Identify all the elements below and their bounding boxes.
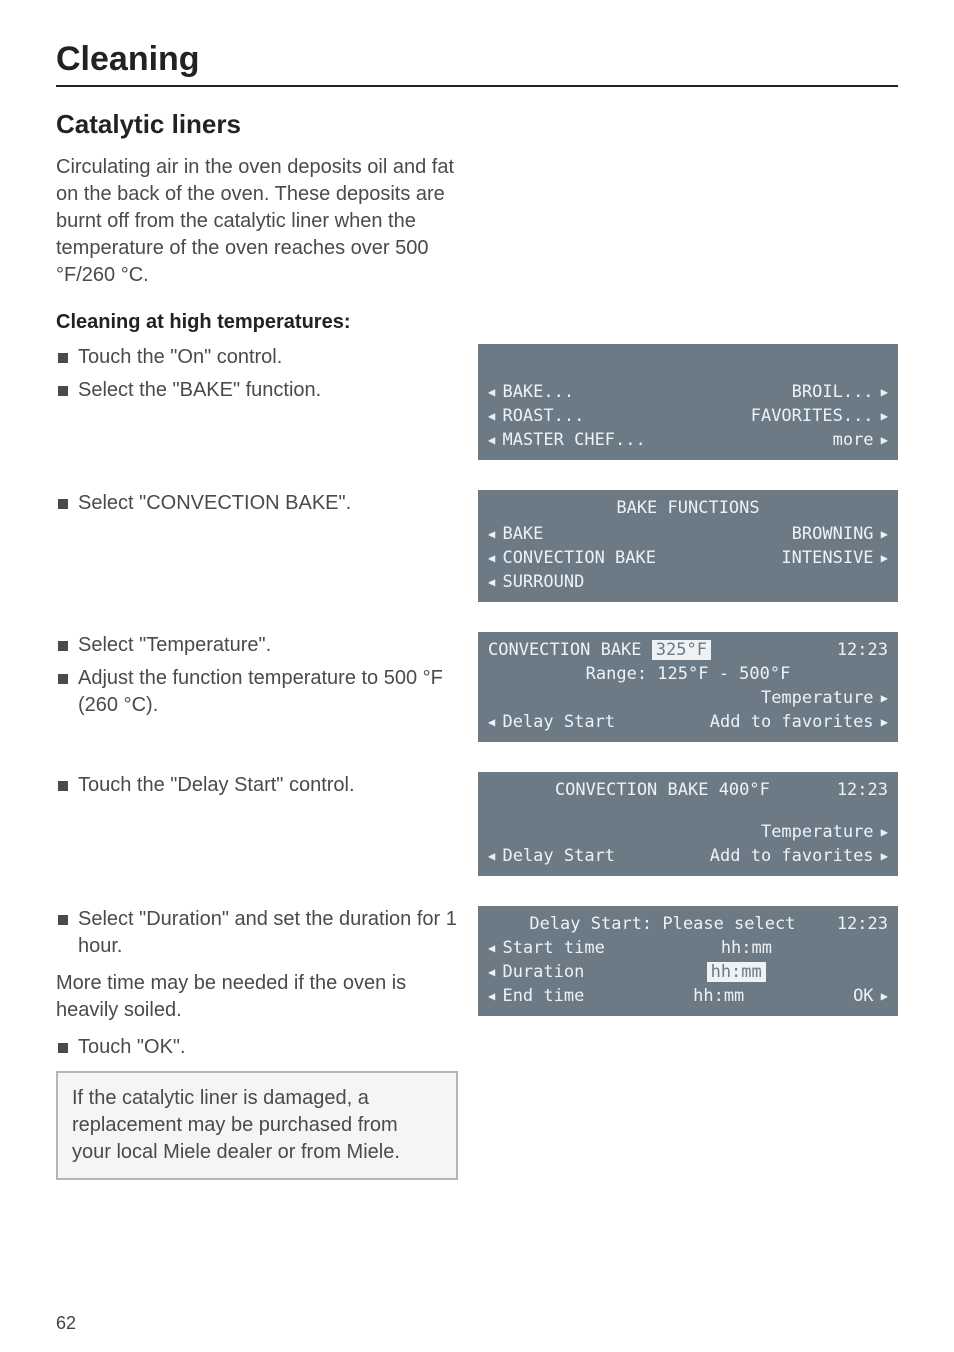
lcd-item: BAKE: [488, 524, 543, 544]
lcd-bake-functions: BAKE FUNCTIONS BAKE BROWNING CONVECTION B…: [478, 490, 898, 602]
bullets-5: Select "Duration" and set the duration f…: [56, 906, 458, 960]
row-2: Select "CONVECTION BAKE". BAKE FUNCTIONS…: [56, 490, 898, 632]
list-item: Select "Duration" and set the duration f…: [56, 906, 458, 960]
lcd-item: Temperature: [761, 822, 888, 842]
lcd-item: SURROUND: [488, 572, 584, 592]
page-number: 62: [56, 1313, 76, 1334]
lcd-highlight: 325°F: [652, 640, 711, 660]
page: Cleaning Catalytic liners Circulating ai…: [0, 0, 954, 1352]
lcd-delay-start: Delay Start: Please select 12:23 Start t…: [478, 906, 898, 1016]
lcd-value: hh:mm: [605, 938, 888, 958]
lcd-item: more: [833, 430, 888, 450]
lcd-item: ROAST...: [488, 406, 584, 426]
row-3: Select "Temperature". Adjust the functio…: [56, 632, 898, 772]
lcd-item: INTENSIVE: [781, 548, 888, 568]
lcd-item: End time: [488, 986, 584, 1006]
list-item: Touch the "Delay Start" control.: [56, 772, 458, 799]
lcd-convection-400: CONVECTION BAKE 400°F 12:23 Temperature …: [478, 772, 898, 876]
lcd-item: Duration: [488, 962, 584, 982]
lcd-item: BROWNING: [792, 524, 888, 544]
lcd-item: Start time: [488, 938, 605, 958]
lcd-title-center: Delay Start: Please select: [488, 914, 837, 934]
list-item: Touch the "On" control.: [56, 344, 458, 371]
lcd-ok: OK: [853, 986, 888, 1006]
row-1: Touch the "On" control. Select the "BAKE…: [56, 344, 898, 490]
lcd-item: Add to favorites: [710, 846, 888, 866]
list-item: Touch "OK".: [56, 1034, 458, 1061]
list-item: Select "CONVECTION BAKE".: [56, 490, 458, 517]
page-title: Cleaning: [56, 40, 898, 79]
lcd-time: 12:23: [837, 640, 888, 660]
lcd-item: Add to favorites: [710, 712, 888, 732]
lcd-item: Delay Start: [488, 846, 615, 866]
lcd-item: Temperature: [761, 688, 888, 708]
list-item: Select "Temperature".: [56, 632, 458, 659]
lcd-item: BAKE...: [488, 382, 574, 402]
lcd-main-menu: BAKE... BROIL... ROAST... FAVORITES... MAS…: [478, 344, 898, 460]
lcd-time: 12:23: [837, 914, 888, 934]
row-4: Touch the "Delay Start" control. CONVECT…: [56, 772, 898, 906]
lcd-text: CONVECTION BAKE: [488, 640, 642, 660]
bullets-4: Touch the "Delay Start" control.: [56, 772, 458, 799]
bullets-3: Select "Temperature". Adjust the functio…: [56, 632, 458, 719]
lcd-title: BAKE FUNCTIONS: [488, 496, 888, 522]
lcd-highlight: hh:mm: [707, 962, 766, 982]
more-time-paragraph: More time may be needed if the oven is h…: [56, 970, 458, 1024]
lcd-title-center: CONVECTION BAKE 400°F: [488, 780, 837, 800]
lcd-item: BROIL...: [792, 382, 888, 402]
list-item: Select the "BAKE" function.: [56, 377, 458, 404]
lcd-title-left: CONVECTION BAKE 325°F: [488, 640, 711, 660]
row-5: Select "Duration" and set the duration f…: [56, 906, 898, 1180]
intro-paragraph: Circulating air in the oven deposits oil…: [56, 154, 462, 289]
bullets-2: Select "CONVECTION BAKE".: [56, 490, 458, 517]
lcd-time: 12:23: [837, 780, 888, 800]
lcd-item: FAVORITES...: [751, 406, 888, 426]
lcd-convection-325: CONVECTION BAKE 325°F 12:23 Range: 125°F…: [478, 632, 898, 742]
subheading: Cleaning at high temperatures:: [56, 311, 462, 334]
title-rule: [56, 85, 898, 87]
lcd-item: CONVECTION BAKE: [488, 548, 656, 568]
intro-row: Circulating air in the oven deposits oil…: [56, 154, 898, 344]
lcd-item: MASTER CHEF...: [488, 430, 646, 450]
note-box: If the catalytic liner is damaged, a rep…: [56, 1071, 458, 1180]
bullets-1: Touch the "On" control. Select the "BAKE…: [56, 344, 458, 404]
lcd-value: hh:mm: [584, 986, 853, 1006]
lcd-item: Delay Start: [488, 712, 615, 732]
section-heading: Catalytic liners: [56, 109, 898, 140]
bullets-6: Touch "OK".: [56, 1034, 458, 1061]
lcd-range: Range: 125°F - 500°F: [488, 664, 888, 684]
list-item: Adjust the function temperature to 500 °…: [56, 665, 458, 719]
